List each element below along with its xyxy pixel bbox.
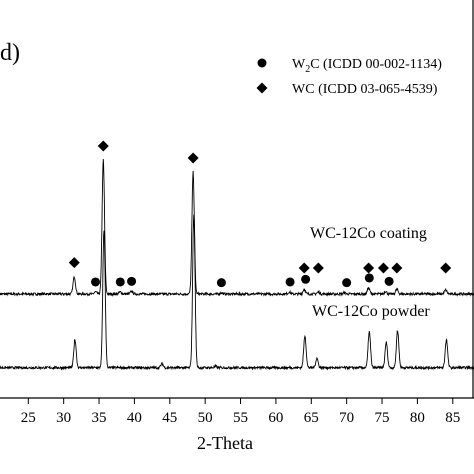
wc-marker — [377, 262, 389, 274]
wc-marker — [440, 262, 452, 274]
x-tick-label: 65 — [304, 410, 319, 426]
legend-label: W2C (ICDD 00-002-1134) — [292, 57, 442, 75]
w2c-marker — [285, 277, 295, 287]
x-tick-label: 30 — [56, 410, 71, 426]
wc-marker — [363, 262, 375, 274]
series-line-powder — [0, 214, 474, 371]
w2c-marker — [216, 278, 226, 288]
x-tick-label: 75 — [375, 410, 390, 426]
wc-marker — [298, 262, 310, 274]
panel-label: d) — [0, 40, 20, 66]
wc-marker — [68, 257, 80, 269]
x-tick-label: 35 — [92, 410, 107, 426]
w2c-marker — [127, 276, 137, 286]
x-axis-label: 2-Theta — [197, 433, 253, 453]
legend-diamond-marker — [256, 82, 268, 94]
peak-markers — [68, 140, 452, 288]
legend-circle-marker — [257, 58, 267, 68]
legend-label: WC (ICDD 03-065-4539) — [292, 82, 438, 97]
x-tick-label: 60 — [268, 410, 283, 426]
legend: W2C (ICDD 00-002-1134) WC (ICDD 03-065-45… — [256, 57, 442, 97]
wc-marker — [312, 262, 324, 274]
w2c-marker — [301, 274, 311, 284]
wc-marker — [187, 152, 199, 164]
x-tick-label: 45 — [162, 410, 177, 426]
series-label-coating: WC-12Co coating — [310, 225, 427, 242]
w2c-marker — [364, 273, 374, 283]
plot-frame — [0, 0, 474, 399]
w2c-marker — [115, 277, 125, 287]
series-label-powder: WC-12Co powder — [312, 303, 430, 320]
series-line-coating — [0, 158, 474, 297]
x-axis: 25 30 35 40 45 50 55 60 65 70 75 80 85 — [21, 398, 460, 426]
x-tick-label: 25 — [21, 410, 36, 426]
x-tick-label: 70 — [339, 410, 354, 426]
x-tick-label: 80 — [410, 410, 425, 426]
traces — [0, 158, 474, 371]
w2c-marker — [342, 278, 352, 288]
x-tick-label: 85 — [445, 410, 460, 426]
x-tick-label: 50 — [198, 410, 213, 426]
w2c-marker — [384, 276, 394, 286]
x-tick-label: 55 — [233, 410, 248, 426]
x-tick-label: 40 — [127, 410, 142, 426]
w2c-marker — [91, 277, 101, 287]
wc-marker — [97, 140, 109, 152]
wc-marker — [391, 262, 403, 274]
